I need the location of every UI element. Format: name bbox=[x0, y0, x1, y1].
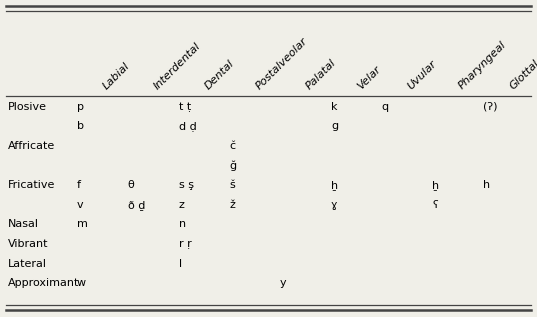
Text: k: k bbox=[331, 102, 337, 112]
Text: f: f bbox=[77, 180, 81, 190]
Text: Interdental: Interdental bbox=[152, 41, 203, 91]
Text: Affricate: Affricate bbox=[8, 141, 55, 151]
Text: ğ: ğ bbox=[229, 160, 236, 171]
Text: ɣ: ɣ bbox=[331, 200, 337, 210]
Text: ẖ: ẖ bbox=[432, 180, 440, 190]
Text: Vibrant: Vibrant bbox=[8, 239, 48, 249]
Text: b: b bbox=[77, 121, 84, 132]
Text: m: m bbox=[77, 219, 88, 230]
Text: Nasal: Nasal bbox=[8, 219, 39, 230]
Text: Lateral: Lateral bbox=[8, 259, 47, 268]
Text: Postalveolar: Postalveolar bbox=[253, 36, 309, 91]
Text: v: v bbox=[77, 200, 84, 210]
Text: ʕ: ʕ bbox=[432, 200, 438, 210]
Text: (ʔ): (ʔ) bbox=[483, 102, 498, 112]
Text: Dental: Dental bbox=[203, 58, 236, 91]
Text: Uvular: Uvular bbox=[406, 58, 439, 91]
Text: r ṛ: r ṛ bbox=[179, 239, 191, 249]
Text: Approximant: Approximant bbox=[8, 278, 79, 288]
Text: ẖ: ẖ bbox=[331, 180, 338, 190]
Text: l: l bbox=[179, 259, 182, 268]
Text: q: q bbox=[382, 102, 389, 112]
Text: z: z bbox=[179, 200, 184, 210]
Text: y: y bbox=[280, 278, 287, 288]
Text: š: š bbox=[229, 180, 235, 190]
Text: Fricative: Fricative bbox=[8, 180, 55, 190]
Text: s ş: s ş bbox=[179, 180, 193, 190]
Text: d ḍ: d ḍ bbox=[179, 121, 197, 132]
Text: h: h bbox=[483, 180, 490, 190]
Text: Palatal: Palatal bbox=[304, 57, 338, 91]
Text: Pharyngeal: Pharyngeal bbox=[457, 40, 509, 91]
Text: g: g bbox=[331, 121, 338, 132]
Text: Velar: Velar bbox=[355, 64, 382, 91]
Text: t ṭ: t ṭ bbox=[179, 102, 191, 112]
Text: w: w bbox=[77, 278, 86, 288]
Text: č: č bbox=[229, 141, 235, 151]
Text: θ: θ bbox=[128, 180, 135, 190]
Text: Plosive: Plosive bbox=[8, 102, 47, 112]
Text: ž: ž bbox=[229, 200, 235, 210]
Text: p: p bbox=[77, 102, 84, 112]
Text: ð ḏ: ð ḏ bbox=[128, 200, 145, 210]
Text: n: n bbox=[179, 219, 186, 230]
Text: Glottal: Glottal bbox=[507, 58, 537, 91]
Text: Labial: Labial bbox=[101, 60, 132, 91]
